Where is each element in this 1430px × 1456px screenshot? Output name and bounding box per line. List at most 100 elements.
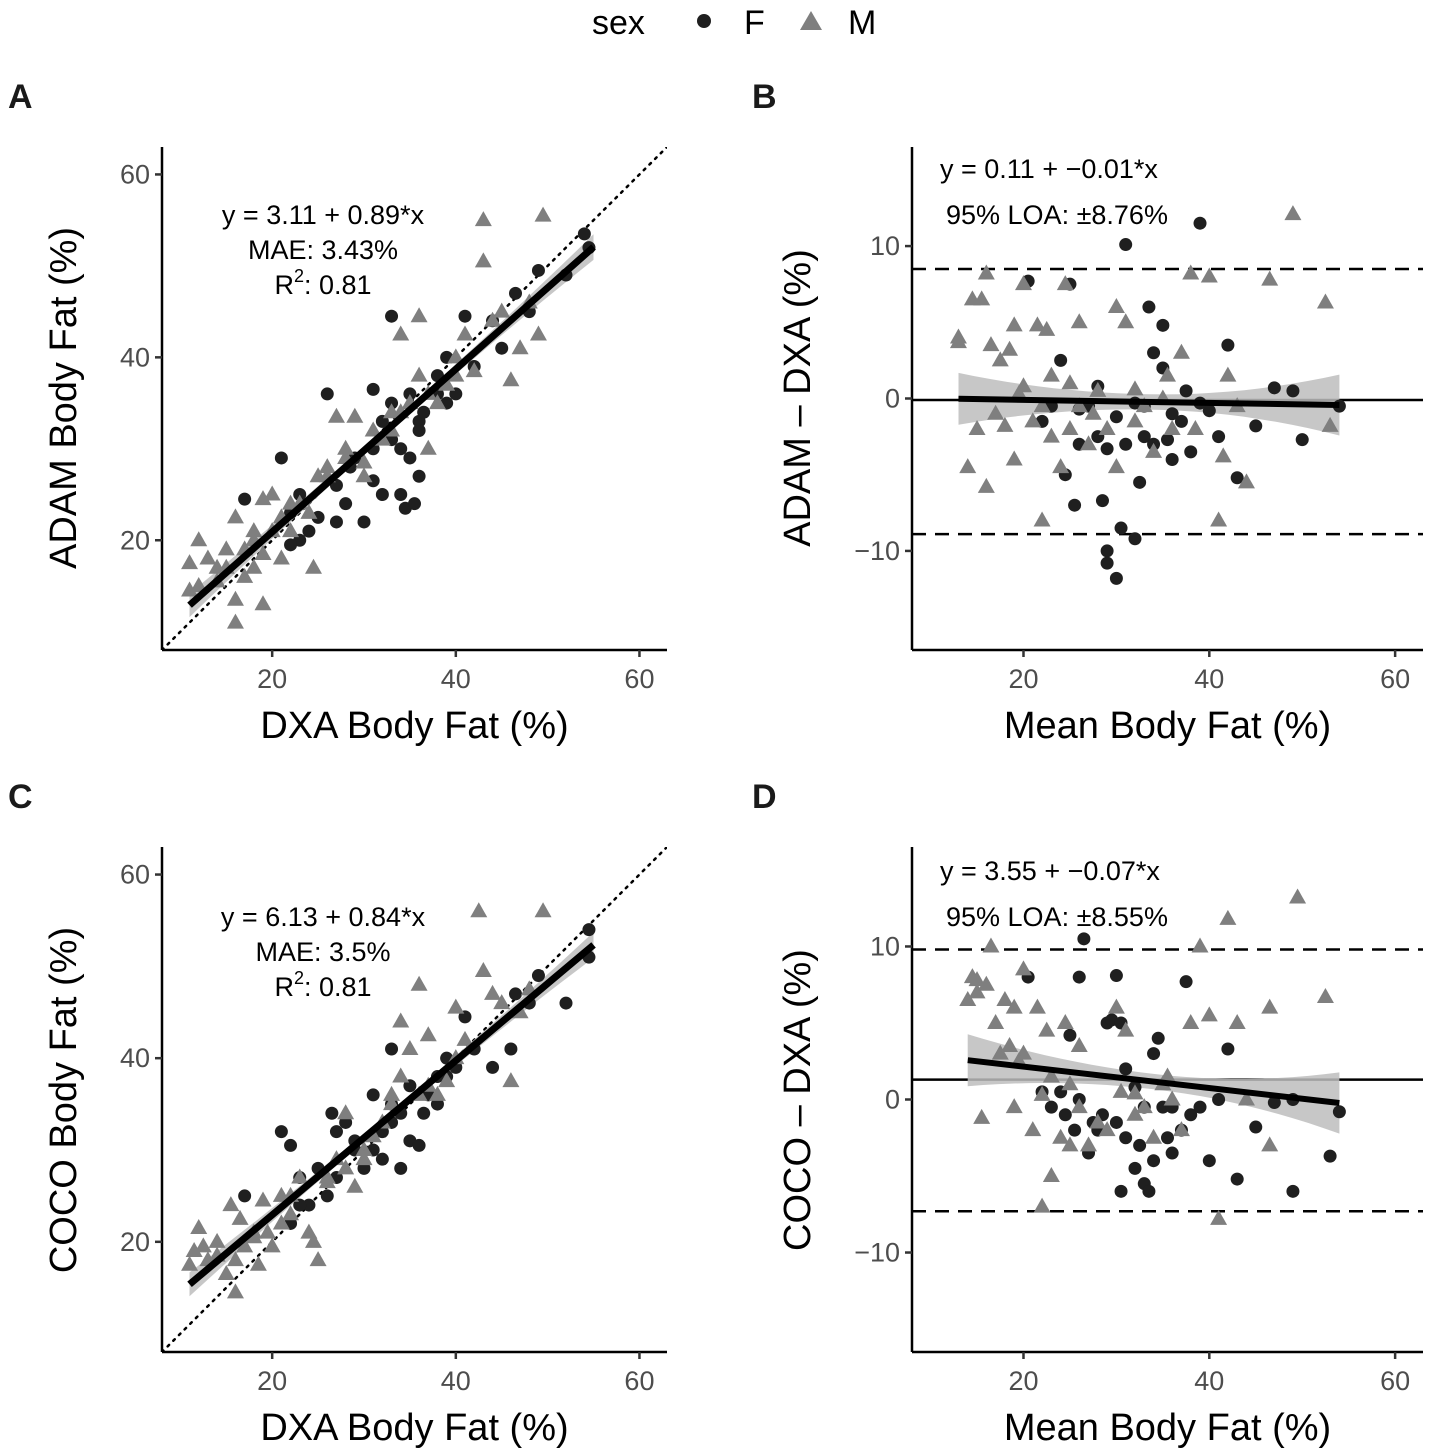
- data-point-m: [355, 453, 373, 469]
- data-point-m: [474, 961, 492, 977]
- data-point-m: [1316, 293, 1334, 309]
- data-point-f: [394, 1161, 408, 1175]
- data-point-m: [1042, 366, 1060, 382]
- data-point-m: [968, 419, 986, 435]
- data-point-m: [236, 567, 254, 583]
- data-point-f: [412, 424, 426, 438]
- data-point-f: [1179, 975, 1193, 989]
- data-point-f: [504, 1042, 518, 1056]
- data-point-m: [1126, 1084, 1144, 1100]
- legend-marker-m: [800, 11, 822, 30]
- data-point-m: [1042, 1167, 1060, 1183]
- data-point-f: [1230, 471, 1244, 485]
- data-point-m: [364, 421, 382, 437]
- panel-c-regression-line: [187, 942, 596, 1288]
- data-point-m: [1172, 343, 1190, 359]
- data-point-f: [509, 286, 522, 300]
- data-point-f: [366, 474, 380, 488]
- data-point-m: [208, 558, 226, 574]
- data-point-m: [1061, 419, 1079, 435]
- data-point-m: [318, 1173, 336, 1189]
- data-point-m: [305, 558, 322, 574]
- data-point-m: [1163, 1090, 1181, 1106]
- data-point-m: [355, 1141, 373, 1156]
- panel-c: C 20 40 60 20 40 60 DXA Body Fat (%) COCO Body …: [8, 778, 667, 1449]
- data-point-m: [959, 991, 977, 1007]
- data-point-m: [1052, 458, 1070, 474]
- panel-b-x-tick-label: 60: [1380, 664, 1410, 694]
- data-point-m: [1191, 937, 1209, 953]
- data-point-m: [245, 558, 263, 574]
- data-point-m: [1080, 435, 1098, 451]
- data-point-m: [1042, 427, 1060, 443]
- data-point-f: [1137, 430, 1151, 444]
- data-point-m: [447, 998, 465, 1014]
- data-point-m: [181, 581, 199, 597]
- data-point-f: [1161, 433, 1174, 447]
- data-point-f: [1147, 1047, 1161, 1061]
- data-point-m: [1005, 450, 1023, 466]
- data-point-m: [1001, 1036, 1019, 1052]
- data-point-m: [1316, 987, 1334, 1003]
- data-point-m: [410, 366, 428, 382]
- data-point-m: [392, 1067, 410, 1083]
- data-point-f: [1323, 1149, 1337, 1163]
- data-point-m: [190, 1219, 208, 1235]
- panel-letter-a: A: [8, 78, 33, 116]
- legend-label-m: M: [848, 4, 876, 42]
- data-point-m: [1210, 1209, 1228, 1225]
- data-point-f: [408, 497, 421, 511]
- data-point-m: [977, 975, 995, 991]
- data-point-m: [1182, 1013, 1200, 1029]
- data-point-m: [254, 490, 272, 506]
- data-point-f: [1058, 1108, 1072, 1122]
- data-point-m: [1098, 419, 1116, 435]
- data-point-m: [1107, 298, 1125, 314]
- data-point-f: [1267, 381, 1281, 395]
- panel-b: B 20 40 60 −10 0 10 Mean Body Fat (%) ADAM – DX…: [752, 78, 1423, 747]
- data-point-m: [1112, 1082, 1130, 1098]
- data-point-m: [1237, 1090, 1255, 1106]
- data-point-f: [458, 309, 472, 323]
- data-point-m: [337, 439, 355, 455]
- panel-letter-b: B: [752, 78, 777, 116]
- data-point-f: [1109, 571, 1123, 585]
- data-point-m: [1289, 888, 1307, 904]
- data-point-m: [982, 937, 1000, 953]
- data-point-m: [245, 522, 263, 538]
- data-point-m: [1186, 419, 1204, 435]
- data-point-m: [300, 503, 318, 519]
- data-point-f: [1142, 300, 1156, 314]
- data-point-m: [226, 613, 244, 629]
- panel-b-equation: y = 0.11 + −0.01*x: [940, 154, 1158, 184]
- data-point-m: [1107, 998, 1125, 1014]
- data-point-m: [1010, 384, 1028, 400]
- data-point-m: [1163, 419, 1181, 435]
- legend-label-f: F: [744, 4, 765, 42]
- data-point-m: [1070, 397, 1088, 413]
- data-point-f: [1221, 338, 1235, 352]
- data-point-m: [1182, 264, 1200, 280]
- data-point-m: [263, 485, 281, 501]
- data-point-f: [375, 1152, 389, 1166]
- data-point-m: [991, 351, 1009, 367]
- data-point-m: [259, 1223, 277, 1239]
- data-point-f: [531, 263, 545, 277]
- data-point-f: [1128, 1161, 1142, 1175]
- data-point-m: [1042, 1067, 1060, 1083]
- data-point-m: [1228, 1013, 1246, 1029]
- data-point-f: [403, 387, 417, 401]
- data-point-m: [346, 407, 364, 423]
- data-point-f: [1165, 1146, 1179, 1160]
- panel-c-x-tick-label: 40: [441, 1366, 471, 1396]
- data-point-f: [1156, 318, 1170, 332]
- data-point-f: [577, 227, 591, 241]
- data-point-f: [1133, 475, 1147, 489]
- data-point-m: [1089, 381, 1107, 397]
- data-point-m: [1024, 412, 1042, 428]
- data-point-m: [318, 458, 336, 474]
- data-point-f: [1100, 544, 1114, 558]
- data-point-f: [375, 488, 389, 502]
- data-point-f: [1147, 346, 1161, 360]
